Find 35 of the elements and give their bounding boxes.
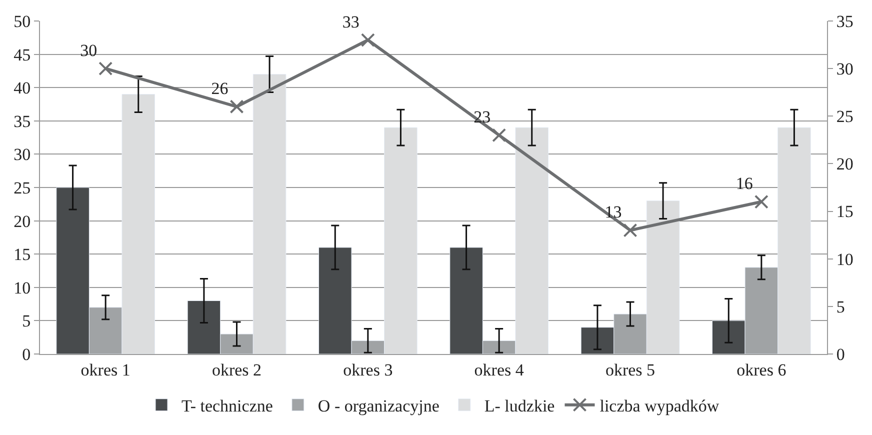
y-tick-label: 25 [14, 178, 31, 198]
x-tick-label: okres 4 [474, 360, 524, 380]
y2-tick-label: 25 [836, 107, 854, 126]
x-tick-label: okres 5 [605, 360, 656, 380]
legend-label: O - organizacyjne [318, 396, 440, 416]
y-tick-label: 5 [22, 312, 31, 331]
x-tick-label: okres 3 [343, 360, 393, 380]
x-tick-label: okres 2 [212, 360, 262, 380]
y-tick-label: 50 [14, 12, 31, 31]
y-tick-label: 40 [14, 78, 31, 98]
y2-tick-label: 0 [836, 344, 845, 364]
x-tick-label: okres 1 [80, 360, 130, 380]
y2-tick-label: 30 [836, 60, 854, 79]
y-tick-label: 10 [14, 278, 31, 298]
legend-label: liczba wypadków [600, 396, 720, 416]
legend-label: T- techniczne [182, 396, 273, 416]
y2-tick-label: 5 [836, 297, 845, 316]
legend-label: L- ludzkie [484, 396, 555, 416]
y-tick-label: 0 [22, 344, 31, 364]
y-tick-label: 20 [14, 212, 31, 231]
y2-tick-label: 10 [836, 250, 854, 269]
data-label: 26 [211, 78, 228, 98]
y-tick-label: 45 [14, 45, 31, 64]
y-tick-label: 15 [14, 245, 31, 264]
y-tick-label: 30 [14, 145, 31, 164]
y2-tick-label: 20 [836, 154, 854, 174]
y-tick-label: 35 [14, 112, 31, 131]
x-tick-label: okres 6 [736, 360, 786, 380]
data-label: 23 [474, 107, 491, 126]
data-label: 16 [736, 174, 753, 194]
data-label: 30 [80, 40, 98, 60]
y2-tick-label: 15 [836, 202, 854, 222]
y2-tick-label: 35 [836, 12, 854, 31]
data-label: 13 [604, 202, 622, 222]
data-label: 33 [342, 12, 360, 32]
